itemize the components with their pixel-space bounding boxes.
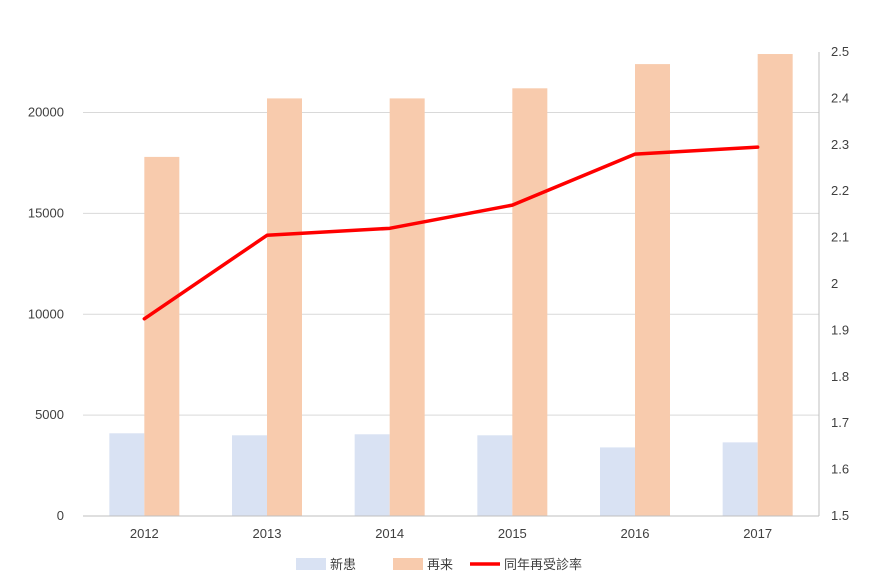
bar-再来-2014	[389, 98, 425, 517]
left-tick-label: 10000	[28, 306, 64, 321]
legend-label-再来: 再来	[427, 558, 453, 573]
right-tick-label: 2.4	[831, 90, 849, 105]
right-tick-label: 1.7	[831, 415, 849, 430]
right-tick-label: 2	[831, 276, 838, 291]
legend-label-同年再受診率: 同年再受診率	[504, 557, 582, 573]
x-tick-label: 2014	[375, 526, 404, 541]
bar-新患-2012	[109, 433, 145, 516]
x-tick-label: 2016	[621, 526, 650, 541]
left-tick-label: 20000	[28, 105, 64, 120]
right-tick-label: 1.9	[831, 322, 849, 337]
line-series	[142, 145, 760, 321]
bar-再来-2017	[757, 54, 793, 516]
left-axis-ticks: 0 5000 10000 15000 20000	[28, 105, 64, 523]
bar-新患-2013	[232, 435, 267, 516]
bar-新患-2015	[477, 435, 513, 516]
x-tick-label: 2013	[253, 526, 282, 541]
x-tick-label: 2015	[498, 526, 527, 541]
left-tick-label: 15000	[28, 205, 64, 220]
axis-lines	[83, 52, 820, 517]
right-tick-label: 2.2	[831, 183, 849, 198]
bar-新患-2014	[354, 434, 390, 516]
x-axis-ticks: 2012 2013 2014 2015 2016 2017	[130, 526, 772, 541]
right-axis-ticks: 1.5 1.6 1.7 1.8 1.9 2 2.1 2.2 2.3 2.4 2.5	[831, 44, 849, 523]
bar-新患-2016	[600, 447, 635, 516]
bar-再来-2012	[144, 156, 180, 516]
bar-再来-2013	[267, 98, 302, 517]
legend-label-新患: 新患	[330, 557, 356, 573]
legend: 新患 再来 同年再受診率	[296, 557, 582, 573]
right-tick-label: 2.3	[831, 137, 849, 152]
right-tick-label: 1.5	[831, 508, 849, 523]
right-tick-label: 1.8	[831, 369, 849, 384]
legend-swatch-再来	[393, 558, 423, 570]
bar-再来-2015	[512, 88, 548, 516]
x-tick-label: 2017	[743, 526, 772, 541]
left-tick-label: 5000	[35, 407, 64, 422]
bar-再来-2016	[635, 64, 670, 517]
right-tick-label: 1.6	[831, 462, 849, 477]
left-tick-label: 0	[57, 508, 64, 523]
right-tick-label: 2.1	[831, 230, 849, 245]
bar-新患-2017	[722, 442, 758, 516]
x-tick-label: 2012	[130, 526, 159, 541]
bar-marks	[109, 54, 793, 517]
gridlines	[83, 112, 819, 416]
right-tick-label: 2.5	[831, 44, 849, 59]
legend-swatch-新患	[296, 558, 326, 570]
line-同年再受診率	[142, 145, 760, 321]
